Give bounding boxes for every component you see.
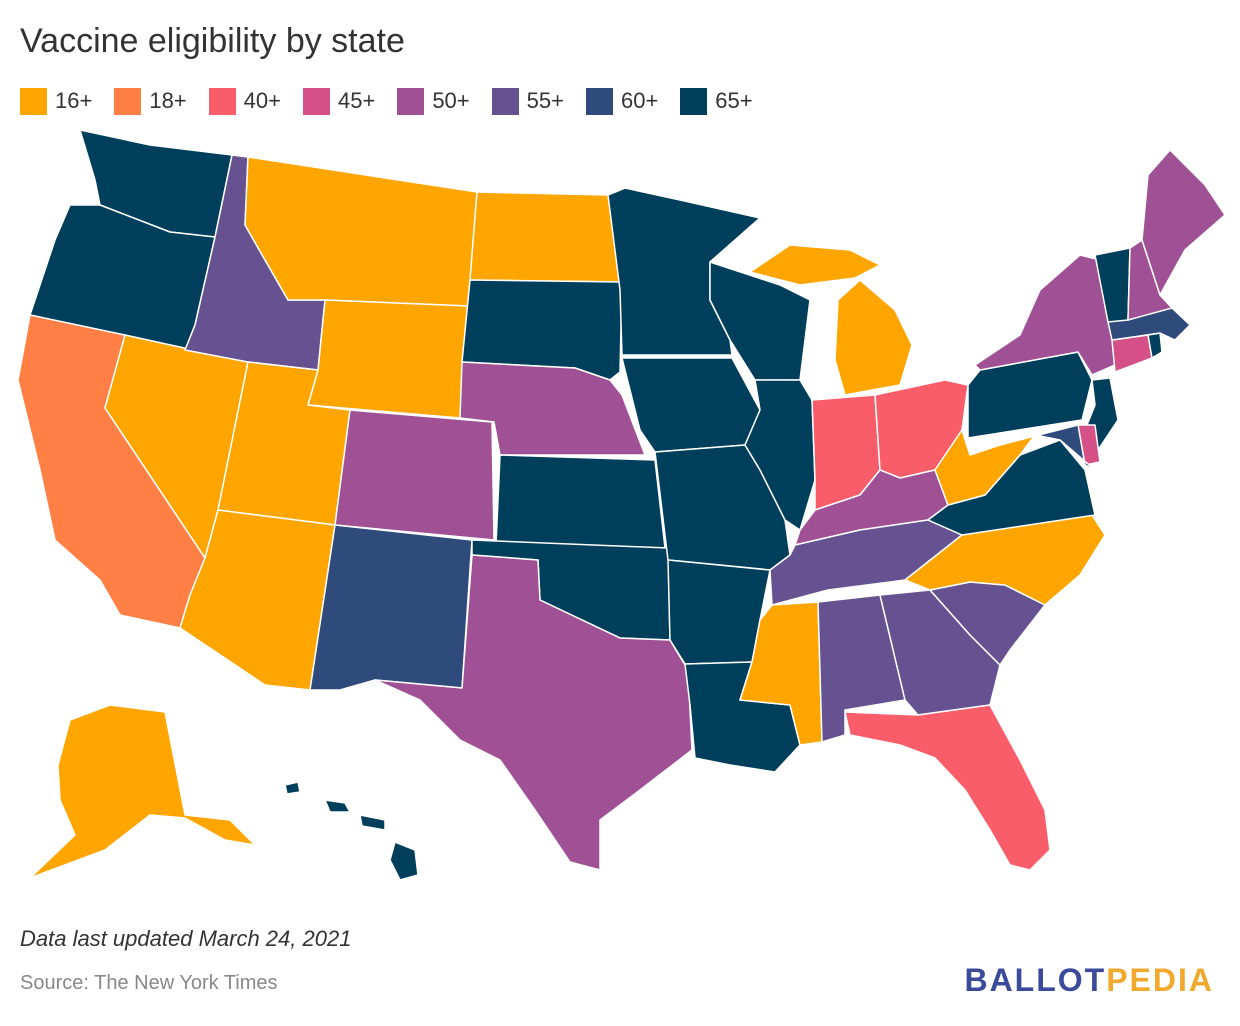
legend-item-16: 16+: [20, 87, 93, 115]
state-ia[interactable]: [621, 357, 761, 453]
legend-item-45: 45+: [302, 87, 376, 115]
state-ny[interactable]: [974, 254, 1116, 376]
state-nm[interactable]: [309, 524, 473, 691]
state-mt[interactable]: [244, 156, 478, 307]
legend-swatch: [680, 87, 708, 115]
legend-label: 60+: [620, 88, 659, 113]
legend-label: 18+: [149, 88, 187, 113]
state-me[interactable]: [1141, 149, 1226, 296]
legend-label: 55+: [526, 88, 564, 113]
logo-part-ballot: BALLOT: [964, 962, 1107, 998]
state-ak[interactable]: [29, 704, 256, 879]
state-tx[interactable]: [374, 554, 693, 871]
state-il[interactable]: [744, 379, 816, 531]
source-note: Source: The New York Times: [20, 972, 278, 994]
legend-swatch: [208, 87, 236, 115]
legend-item-18: 18+: [114, 87, 187, 115]
state-ks[interactable]: [495, 454, 666, 549]
state-ne[interactable]: [459, 361, 646, 456]
us-map: [17, 129, 1226, 881]
legend-item-50: 50+: [397, 87, 470, 115]
legend: 16+ 18+ 40+ 45+ 50+ 55+ 60+ 65+: [20, 86, 775, 116]
legend-label: 16+: [55, 88, 93, 113]
legend-swatch: [397, 87, 425, 115]
state-mi[interactable]: [749, 244, 913, 396]
legend-label: 40+: [243, 88, 281, 113]
legend-swatch: [585, 87, 613, 115]
logo-part-pedia: PEDIA: [1106, 962, 1214, 998]
legend-swatch: [114, 87, 142, 115]
state-ct[interactable]: [1111, 334, 1153, 373]
state-hi[interactable]: [284, 781, 419, 881]
state-wy[interactable]: [307, 299, 469, 419]
state-fl[interactable]: [844, 704, 1051, 871]
chart-title: Vaccine eligibility by state: [20, 22, 405, 60]
legend-label: 45+: [337, 88, 376, 113]
state-nd[interactable]: [469, 191, 623, 283]
legend-item-40: 40+: [208, 87, 281, 115]
legend-item-65: 65+: [680, 87, 753, 115]
legend-item-60: 60+: [585, 87, 659, 115]
state-md[interactable]: [999, 424, 1096, 471]
legend-swatch: [302, 87, 330, 115]
legend-swatch: [20, 87, 47, 115]
state-co[interactable]: [334, 409, 495, 541]
data-updated-note: Data last updated March 24, 2021: [20, 926, 352, 951]
legend-label: 50+: [432, 88, 470, 113]
legend-swatch: [491, 87, 519, 115]
ballotpedia-logo: BALLOTPEDIA: [964, 962, 1214, 999]
legend-label: 65+: [715, 88, 753, 113]
state-nh[interactable]: [1127, 239, 1173, 321]
legend-item-55: 55+: [491, 87, 564, 115]
